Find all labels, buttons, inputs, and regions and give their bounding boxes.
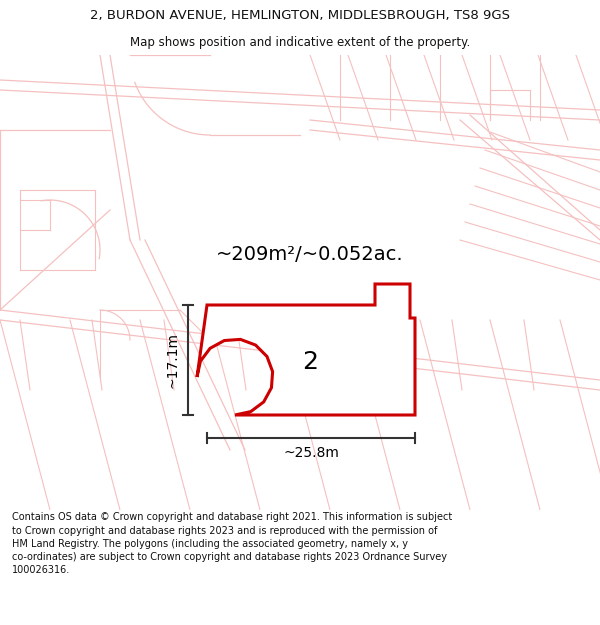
Text: 2, BURDON AVENUE, HEMLINGTON, MIDDLESBROUGH, TS8 9GS: 2, BURDON AVENUE, HEMLINGTON, MIDDLESBRO… <box>90 9 510 22</box>
Text: Map shows position and indicative extent of the property.: Map shows position and indicative extent… <box>130 36 470 49</box>
Text: ~17.1m: ~17.1m <box>166 332 180 388</box>
Text: 2: 2 <box>302 350 318 374</box>
Text: ~25.8m: ~25.8m <box>283 446 339 460</box>
Text: ~209m²/~0.052ac.: ~209m²/~0.052ac. <box>216 246 404 264</box>
Polygon shape <box>197 284 415 415</box>
Text: Contains OS data © Crown copyright and database right 2021. This information is : Contains OS data © Crown copyright and d… <box>12 512 452 575</box>
